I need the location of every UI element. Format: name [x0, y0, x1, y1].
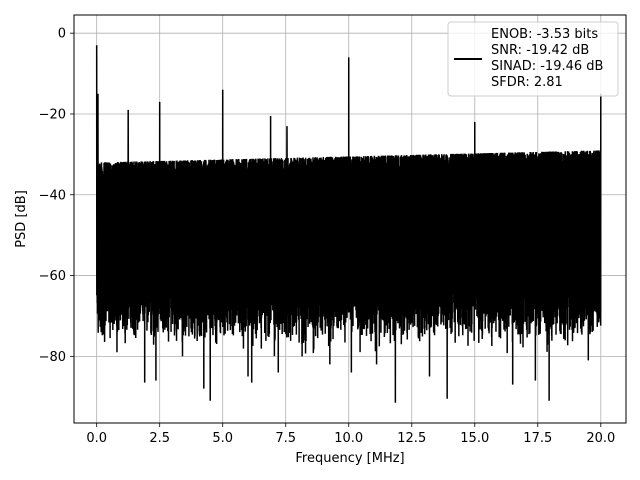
x-tick-label: 7.5	[275, 431, 296, 446]
y-tick-label: −60	[39, 269, 66, 284]
y-tick-label: −20	[39, 107, 66, 122]
x-tick-label: 15.0	[460, 431, 489, 446]
series-line	[95, 45, 602, 403]
legend-box	[447, 21, 619, 97]
plot-frame	[73, 14, 627, 424]
x-tick-label: 12.5	[397, 431, 426, 446]
x-tick-label: 20.0	[586, 431, 615, 446]
y-axis-ticks: 0 −20 −40 −60 −80	[39, 27, 74, 365]
y-tick-label: −40	[39, 188, 66, 203]
x-tick-label: 10.0	[334, 431, 363, 446]
x-tick-label: 17.5	[523, 431, 552, 446]
legend: ENOB: -3.53 bits SNR: -19.42 dB SINAD: -…	[447, 21, 619, 97]
y-tick-label: 0	[58, 27, 66, 42]
x-tick-label: 5.0	[212, 431, 233, 446]
x-tick-label: 0.0	[86, 431, 107, 446]
y-tick-label: −80	[39, 350, 66, 365]
x-axis-label: Frequency [MHz]	[295, 451, 404, 466]
x-tick-label: 2.5	[149, 431, 170, 446]
legend-sinad: SINAD: -19.46 dB	[491, 59, 603, 74]
legend-snr: SNR: -19.42 dB	[491, 43, 589, 58]
legend-enob: ENOB: -3.53 bits	[491, 27, 598, 42]
y-axis-label: PSD [dB]	[14, 190, 29, 248]
psd-series-path	[95, 45, 602, 403]
legend-sfdr: SFDR: 2.81	[491, 75, 563, 90]
x-axis-ticks: 0.0 2.5 5.0 7.5 10.0 12.5 15.0 17.5 20.0	[86, 423, 615, 446]
